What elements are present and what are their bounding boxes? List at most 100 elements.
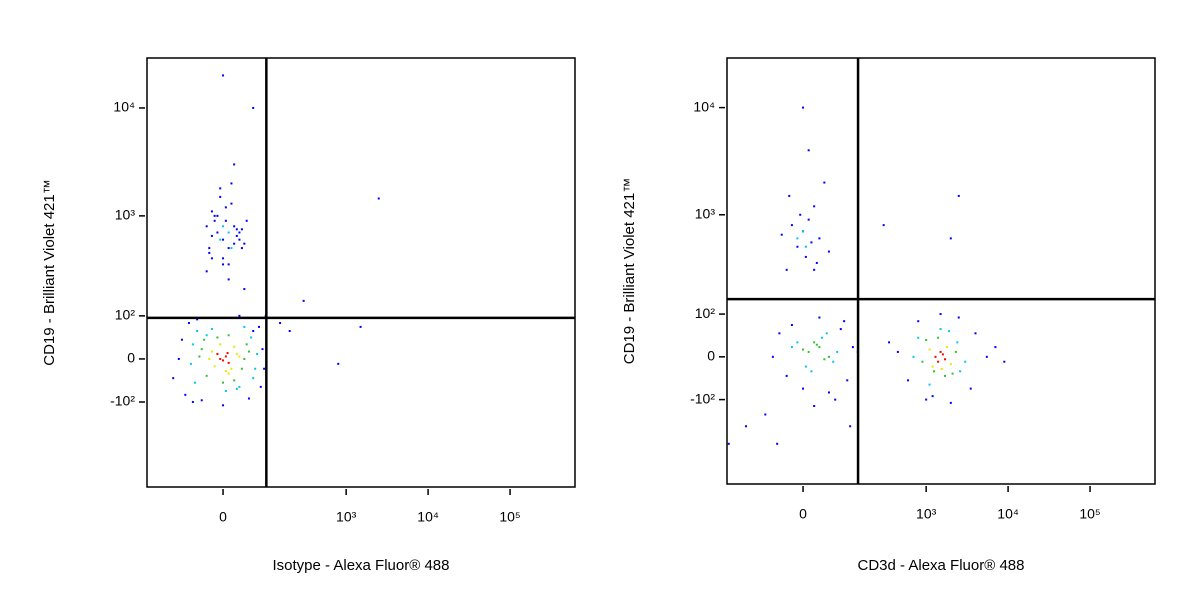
event-dot [233,379,236,382]
event-dot [796,341,799,344]
event-dot [240,228,243,231]
event-dot [827,391,830,394]
event-dot [210,327,213,330]
event-dot [790,324,793,327]
event-dot [804,245,807,248]
event-dot [917,320,920,323]
event-dot [216,231,219,234]
event-dot [219,195,222,198]
event-dot [219,357,222,360]
event-dot [818,237,821,240]
y-tick-label: 10³ [695,205,716,221]
x-tick-label: 10⁵ [499,509,520,525]
event-dot [818,316,821,319]
event-dot [184,393,187,396]
event-dot [790,224,793,227]
event-dot [931,395,934,398]
event-dot [252,106,255,109]
event-dot [191,343,194,346]
event-dot [813,205,816,208]
event-dot [939,313,942,316]
event-dot [928,348,931,351]
event-dot [944,374,947,377]
event-dot [243,288,246,291]
event-dot [928,383,931,386]
event-dot [957,316,960,319]
event-dot [219,187,222,190]
event-dot [813,268,816,271]
event-dot [941,353,944,356]
event-dot [205,374,208,377]
event-dot [227,278,230,281]
event-dot [222,74,225,77]
event-dot [804,255,807,258]
event-dot [263,367,266,370]
event-dot [834,398,837,401]
event-dot [778,332,781,335]
event-dot [247,350,250,353]
event-dot [227,231,230,234]
y-axis-label: CD19 - Brilliant Violet 421™ [41,179,58,365]
event-dot [940,367,943,370]
event-dot [235,228,238,231]
event-dot [947,330,950,333]
event-dot [230,367,233,370]
event-dot [969,387,972,390]
y-tick-label: 10² [695,305,716,321]
event-dot [256,353,259,356]
event-dot [227,263,230,266]
x-tick-label: 10⁵ [1079,506,1100,522]
x-tick-label: 10⁴ [417,509,439,525]
event-dot [243,242,246,245]
event-dot [956,341,959,344]
event-dot [964,360,967,363]
event-dot [888,341,891,344]
event-dot [949,401,952,404]
event-dot [224,206,227,209]
event-dot [224,370,227,373]
event-dot [836,350,839,353]
event-dot [959,370,962,373]
event-dot [180,338,183,341]
event-dot [934,355,937,358]
event-dot [219,343,222,346]
y-axis-label: CD19 - Brilliant Violet 421™ [621,178,638,364]
event-dot [252,377,255,380]
event-dot [227,361,230,364]
event-dot [907,379,910,382]
event-dot [230,182,233,185]
event-dot [796,245,799,248]
event-dot [238,238,241,241]
y-tick-label: 10³ [115,207,136,223]
event-dot [994,346,997,349]
event-dot [974,332,977,335]
event-dot [780,233,783,236]
event-dot [224,219,227,222]
event-dot [230,202,233,205]
event-dot [235,353,238,356]
event-dot [254,367,257,370]
event-dot [815,343,818,346]
event-dot [954,350,957,353]
event-dot [222,257,225,260]
event-dot [200,399,203,402]
event-dot [208,247,211,250]
event-dot [807,350,810,353]
x-tick-label: 10³ [916,506,937,522]
event-dot [288,329,291,332]
y-tick-label: 10⁴ [113,99,135,115]
event-dot [785,374,788,377]
event-dot [882,224,885,227]
event-dot [813,405,816,408]
event-dot [238,231,241,234]
event-dot [851,346,854,349]
event-dot [745,425,748,428]
event-dot [177,357,180,360]
event-dot [776,442,779,445]
event-dot [771,355,774,358]
event-dot [261,348,264,351]
event-dot [250,336,253,339]
event-dot [917,336,920,339]
event-dot [208,251,211,254]
event-dot [205,334,208,337]
